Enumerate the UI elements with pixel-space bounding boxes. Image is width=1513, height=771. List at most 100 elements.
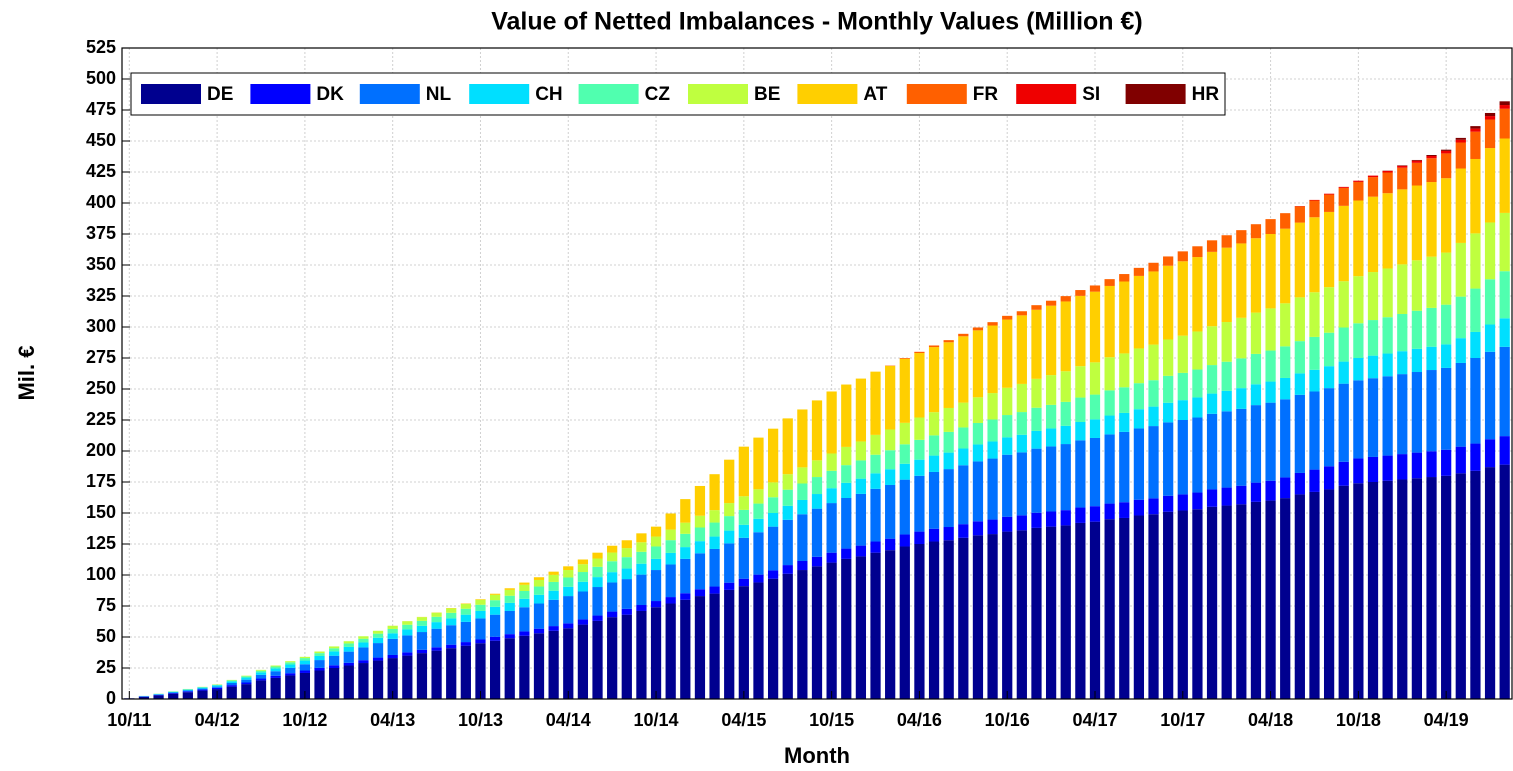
bar-segment bbox=[1104, 357, 1115, 391]
bar-segment bbox=[782, 489, 793, 506]
bar-segment bbox=[226, 686, 237, 699]
bar-segment bbox=[1002, 319, 1013, 388]
legend-label: AT bbox=[863, 84, 887, 105]
bar-segment bbox=[1206, 251, 1218, 327]
bar-segment bbox=[211, 685, 223, 687]
bar-segment bbox=[548, 581, 559, 591]
bar-segment bbox=[1236, 485, 1247, 505]
bar-segment bbox=[1411, 348, 1423, 373]
bar-segment bbox=[1192, 397, 1203, 418]
bar-segment bbox=[1221, 390, 1232, 412]
chart-title: Value of Netted Imbalances - Monthly Val… bbox=[491, 8, 1143, 36]
bar-segment bbox=[621, 608, 632, 615]
bar-segment bbox=[270, 677, 281, 699]
bar-segment bbox=[533, 577, 545, 580]
bar-segment bbox=[1455, 338, 1466, 363]
x-tick-label: 10/17 bbox=[1160, 710, 1205, 730]
bar-segment bbox=[1192, 246, 1203, 258]
bar-segment bbox=[1060, 401, 1071, 426]
y-tick-label: 0 bbox=[106, 688, 116, 708]
bar-segment bbox=[826, 470, 837, 489]
bar-segment bbox=[855, 545, 867, 557]
bar-segment bbox=[1309, 199, 1320, 201]
bar-segment bbox=[724, 543, 735, 583]
bar-segment bbox=[870, 488, 881, 542]
bar-segment bbox=[299, 670, 311, 673]
bar-segment bbox=[343, 646, 354, 652]
bar-segment bbox=[1016, 452, 1027, 516]
bar-segment bbox=[1016, 315, 1027, 384]
bar-segment bbox=[387, 628, 398, 634]
bar-segment bbox=[270, 666, 281, 669]
bar-segment bbox=[1309, 469, 1320, 492]
y-tick-label: 75 bbox=[96, 595, 116, 615]
bar-segment bbox=[1031, 407, 1042, 431]
bar-segment bbox=[928, 455, 940, 472]
bar-segment bbox=[1309, 292, 1320, 337]
plot-frame bbox=[121, 47, 1513, 700]
bar-segment bbox=[1309, 200, 1320, 218]
bar-segment bbox=[1250, 238, 1262, 313]
bar-segment bbox=[372, 660, 384, 699]
bar-segment bbox=[1177, 335, 1188, 373]
bar-segment bbox=[1397, 264, 1408, 314]
bar-segment bbox=[1455, 139, 1466, 143]
bar-segment bbox=[372, 637, 384, 644]
bar-segment bbox=[826, 562, 837, 699]
bar-segment bbox=[1470, 233, 1481, 289]
bar-segment bbox=[1075, 440, 1086, 508]
bar-segment bbox=[1002, 516, 1013, 532]
bar-segment bbox=[782, 418, 793, 475]
bar-segment bbox=[592, 615, 603, 621]
bar-segment bbox=[314, 660, 325, 668]
bar-segment bbox=[928, 435, 940, 456]
bar-segment bbox=[1045, 404, 1057, 429]
y-tick-label: 375 bbox=[86, 223, 116, 243]
bar-segment bbox=[870, 434, 881, 455]
bar-segment bbox=[1250, 353, 1262, 385]
bar-segment bbox=[1133, 515, 1145, 699]
y-tick-label: 400 bbox=[86, 192, 116, 212]
legend-swatch bbox=[1125, 84, 1186, 104]
bar-segment bbox=[972, 461, 984, 522]
x-tick-label: 10/12 bbox=[282, 710, 327, 730]
bar-segment bbox=[797, 570, 808, 699]
bar-segment bbox=[943, 469, 954, 528]
bar-segment bbox=[299, 672, 311, 699]
bar-segment bbox=[797, 514, 808, 561]
bar-segment bbox=[358, 642, 369, 648]
bar-segment bbox=[1075, 507, 1086, 523]
bar-segment bbox=[958, 427, 969, 449]
bar-segment bbox=[226, 681, 237, 684]
bar-segment bbox=[665, 552, 676, 565]
bar-segment bbox=[197, 687, 208, 689]
bar-segment bbox=[1221, 247, 1232, 323]
bar-segment bbox=[1499, 138, 1510, 213]
x-tick-label: 04/19 bbox=[1424, 710, 1469, 730]
bar-segment bbox=[431, 647, 442, 651]
bar-segment bbox=[1060, 425, 1071, 445]
bar-segment bbox=[372, 643, 384, 658]
legend-label: FR bbox=[973, 84, 999, 105]
bar-segment bbox=[387, 633, 398, 639]
bar-segment bbox=[1484, 467, 1496, 699]
bar-segment bbox=[1499, 105, 1510, 109]
bar-segment bbox=[1470, 131, 1481, 159]
bar-segment bbox=[314, 667, 325, 671]
bar-segment bbox=[1016, 434, 1027, 453]
bar-segment bbox=[1294, 222, 1305, 298]
bar-segment bbox=[914, 544, 925, 699]
bar-segment bbox=[636, 574, 647, 606]
bar-segment bbox=[1426, 346, 1437, 371]
bar-segment bbox=[1236, 388, 1247, 409]
bar-segment bbox=[885, 538, 896, 551]
bar-segment bbox=[972, 444, 984, 462]
bar-segment bbox=[1265, 350, 1276, 382]
legend-label: SI bbox=[1082, 84, 1100, 105]
x-tick-label: 10/11 bbox=[107, 710, 151, 730]
bar-segment bbox=[241, 684, 252, 699]
bar-segment bbox=[489, 606, 501, 615]
bar-segment bbox=[1338, 383, 1349, 462]
bar-segment bbox=[504, 602, 515, 611]
